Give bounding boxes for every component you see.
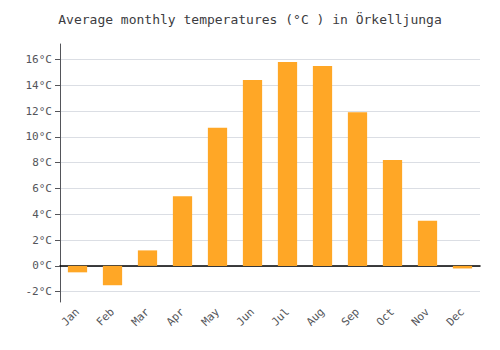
svg-text:Apr: Apr (164, 305, 187, 328)
svg-text:Jul: Jul (269, 305, 292, 328)
svg-text:Mar: Mar (129, 305, 152, 328)
svg-text:4°C: 4°C (32, 208, 52, 221)
svg-text:Average monthly temperatures (: Average monthly temperatures (°C ) in Ör… (58, 11, 442, 27)
svg-text:Jun: Jun (234, 305, 257, 328)
svg-text:May: May (199, 305, 222, 328)
svg-text:10°C: 10°C (26, 130, 53, 143)
svg-text:-2°C: -2°C (26, 285, 53, 298)
svg-text:12°C: 12°C (26, 105, 53, 118)
svg-text:6°C: 6°C (32, 182, 52, 195)
svg-text:Sep: Sep (339, 305, 362, 328)
svg-text:Oct: Oct (374, 305, 397, 328)
svg-text:14°C: 14°C (26, 79, 53, 92)
svg-text:8°C: 8°C (32, 156, 52, 169)
svg-text:Aug: Aug (304, 305, 327, 328)
svg-text:0°C: 0°C (32, 259, 52, 272)
svg-text:Jan: Jan (59, 305, 82, 328)
svg-text:2°C: 2°C (32, 234, 52, 247)
svg-text:Nov: Nov (409, 305, 432, 328)
svg-text:16°C: 16°C (26, 53, 53, 66)
svg-text:Dec: Dec (444, 305, 467, 328)
svg-text:Feb: Feb (94, 305, 117, 328)
